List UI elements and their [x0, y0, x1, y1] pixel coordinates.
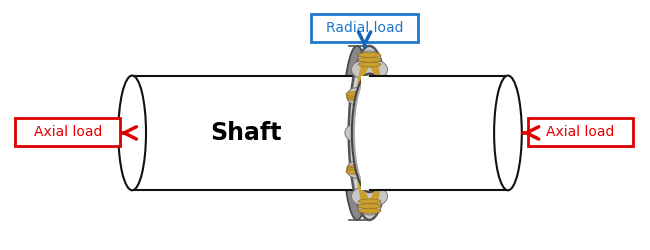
- Ellipse shape: [347, 165, 370, 170]
- Ellipse shape: [355, 78, 384, 188]
- Ellipse shape: [358, 51, 381, 69]
- Ellipse shape: [369, 160, 393, 178]
- Polygon shape: [361, 76, 508, 190]
- Ellipse shape: [346, 160, 369, 178]
- Ellipse shape: [347, 96, 370, 101]
- Ellipse shape: [369, 94, 393, 99]
- Text: Axial load: Axial load: [34, 125, 102, 139]
- Ellipse shape: [352, 61, 374, 78]
- Polygon shape: [132, 76, 390, 190]
- Ellipse shape: [365, 188, 387, 205]
- Ellipse shape: [365, 61, 387, 78]
- Ellipse shape: [346, 88, 369, 105]
- Ellipse shape: [346, 167, 369, 172]
- FancyBboxPatch shape: [16, 118, 120, 146]
- Ellipse shape: [371, 124, 394, 142]
- Text: Radial load: Radial load: [326, 21, 403, 35]
- Text: Axial load: Axial load: [546, 125, 614, 139]
- Ellipse shape: [352, 188, 374, 205]
- Ellipse shape: [349, 46, 390, 220]
- Ellipse shape: [358, 62, 381, 67]
- Ellipse shape: [369, 167, 393, 172]
- Ellipse shape: [358, 204, 381, 208]
- Text: Shaft: Shaft: [210, 121, 281, 145]
- Ellipse shape: [369, 88, 393, 105]
- Ellipse shape: [369, 96, 391, 101]
- Ellipse shape: [343, 46, 372, 220]
- FancyBboxPatch shape: [528, 118, 632, 146]
- Ellipse shape: [346, 170, 369, 174]
- Ellipse shape: [358, 52, 381, 58]
- Ellipse shape: [494, 76, 522, 190]
- FancyBboxPatch shape: [311, 14, 418, 42]
- Ellipse shape: [370, 170, 393, 174]
- Ellipse shape: [370, 92, 393, 96]
- Ellipse shape: [358, 57, 381, 62]
- Ellipse shape: [345, 124, 368, 142]
- Ellipse shape: [346, 92, 369, 96]
- Ellipse shape: [358, 197, 381, 215]
- Ellipse shape: [358, 199, 381, 204]
- Ellipse shape: [369, 165, 391, 170]
- Ellipse shape: [352, 74, 387, 192]
- Ellipse shape: [358, 208, 381, 213]
- Ellipse shape: [346, 94, 369, 99]
- Ellipse shape: [118, 76, 146, 190]
